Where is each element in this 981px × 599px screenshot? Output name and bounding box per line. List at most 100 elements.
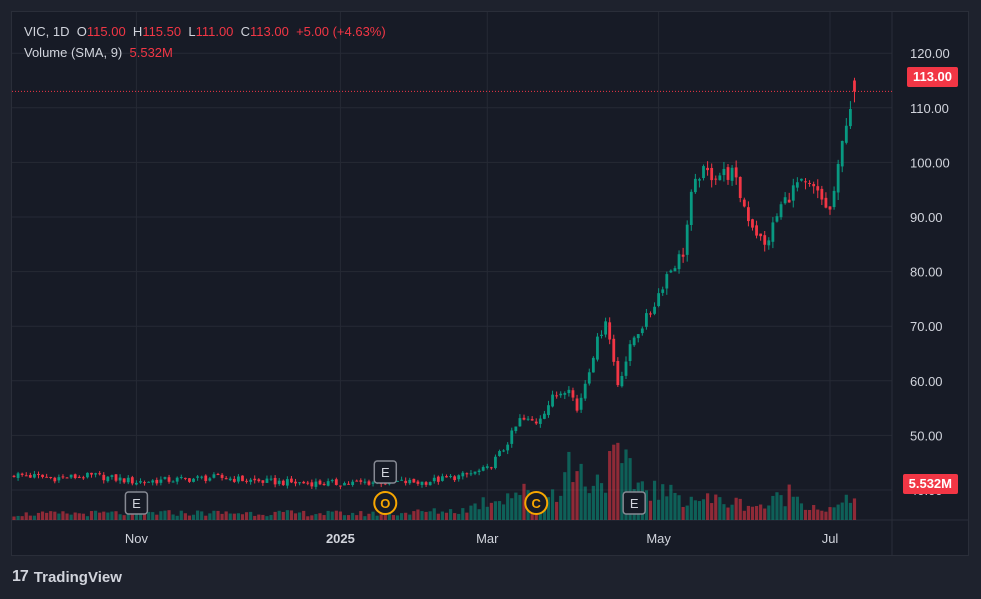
candle-body	[453, 476, 457, 481]
volume-bar	[346, 515, 351, 520]
volume-bar	[469, 505, 473, 520]
candle-body	[57, 477, 61, 481]
high-label: H	[132, 24, 143, 39]
candle-body	[363, 481, 367, 483]
candle-body	[689, 191, 693, 226]
candle-body	[139, 481, 142, 483]
y-tick-label: 90.00	[910, 210, 943, 225]
candle-body	[547, 405, 550, 416]
candle-body	[820, 188, 824, 200]
volume-bar	[36, 512, 41, 520]
candle-body	[559, 393, 563, 396]
candle-body	[473, 471, 477, 474]
candle-body	[16, 473, 20, 478]
candle-body	[302, 481, 306, 484]
candle-body	[718, 175, 722, 181]
x-tick-label: May	[646, 531, 671, 546]
volume-legend[interactable]: Volume (SMA, 9) 5.532M	[24, 45, 173, 60]
volume-bar	[587, 493, 591, 520]
candle-body	[367, 481, 371, 485]
candle-body	[824, 197, 828, 208]
candle-body	[714, 178, 718, 180]
candle-body	[465, 473, 469, 475]
candle-body	[555, 395, 559, 397]
candle-body	[522, 417, 526, 420]
volume-bar	[57, 513, 61, 520]
candle-body	[420, 481, 424, 485]
chart-panel[interactable]: 120.00 110.00 100.00 90.00 80.00 70.00 60.00 50…	[11, 11, 969, 556]
volume-bar	[265, 516, 269, 520]
candle-body	[404, 480, 408, 484]
candle-body	[81, 477, 85, 479]
volume-bar	[85, 516, 90, 520]
volume-bar	[151, 512, 155, 520]
volume-bar	[812, 505, 816, 520]
volume-bar	[783, 506, 787, 520]
volume-bar	[775, 492, 779, 520]
volume-bar	[730, 504, 734, 520]
volume-bar	[220, 513, 224, 520]
candle-body	[649, 313, 652, 315]
volume-bar	[155, 514, 159, 520]
candle-body	[224, 478, 228, 480]
volume-bar	[408, 514, 412, 520]
candle-body	[518, 418, 522, 427]
candle-body	[596, 336, 599, 360]
candle-body	[257, 479, 261, 482]
volume-bar	[710, 503, 714, 520]
volume-bar	[142, 512, 147, 520]
candle-body	[285, 479, 289, 486]
volume-bar	[110, 511, 114, 520]
candle-body	[408, 479, 412, 484]
candle-body	[196, 476, 199, 478]
candle-body	[424, 482, 428, 485]
volume-bar	[742, 510, 746, 520]
volume-bar	[416, 509, 420, 520]
candle-body	[616, 360, 620, 386]
volume-bar	[375, 515, 379, 520]
volume-bar	[624, 449, 628, 520]
candle-body	[738, 176, 742, 198]
y-tick-label: 80.00	[910, 265, 943, 280]
volume-bar	[89, 511, 94, 520]
volume-bar	[746, 505, 750, 520]
candle-body	[628, 344, 632, 362]
volume-bar	[285, 510, 289, 520]
candle-body	[534, 421, 538, 424]
volume-bar	[481, 497, 485, 520]
candle-body	[600, 334, 603, 336]
volume-bar	[738, 498, 742, 520]
candle-body	[183, 477, 187, 479]
volume-bar	[187, 515, 192, 520]
volume-bar	[391, 514, 396, 520]
candle-body	[457, 475, 461, 480]
low-label: L	[188, 24, 196, 39]
interval-label[interactable]: 1D	[52, 24, 70, 39]
volume-bar	[852, 498, 857, 520]
candle-body	[322, 483, 326, 486]
candle-body	[428, 482, 432, 486]
x-tick-label: Jul	[822, 531, 839, 546]
candle-body	[306, 482, 310, 484]
volume-bar	[293, 513, 298, 520]
ohlc-legend: VIC, 1D O115.00 H115.50 L111.00 C113.00 …	[24, 24, 386, 39]
candle-body	[326, 481, 330, 486]
volume-bar	[224, 511, 228, 520]
volume-bar	[228, 513, 232, 520]
volume-bar	[461, 508, 465, 520]
candle-body	[624, 361, 628, 376]
y-tick-label: 70.00	[910, 319, 943, 334]
price-chart[interactable]: 120.00 110.00 100.00 90.00 80.00 70.00 60.00 50…	[12, 12, 968, 555]
candle-body	[538, 418, 542, 424]
volume-bar	[32, 515, 36, 520]
candle-body	[314, 481, 318, 487]
x-tick-label: Nov	[125, 531, 149, 546]
symbol-label[interactable]: VIC	[24, 24, 46, 39]
volume-bar	[253, 515, 257, 520]
tradingview-branding[interactable]: 17 TradingView	[12, 568, 122, 586]
candle-body	[192, 478, 195, 482]
candle-body	[159, 479, 163, 483]
candle-body	[840, 140, 844, 167]
candle-body	[661, 289, 665, 293]
candle-body	[853, 80, 856, 92]
